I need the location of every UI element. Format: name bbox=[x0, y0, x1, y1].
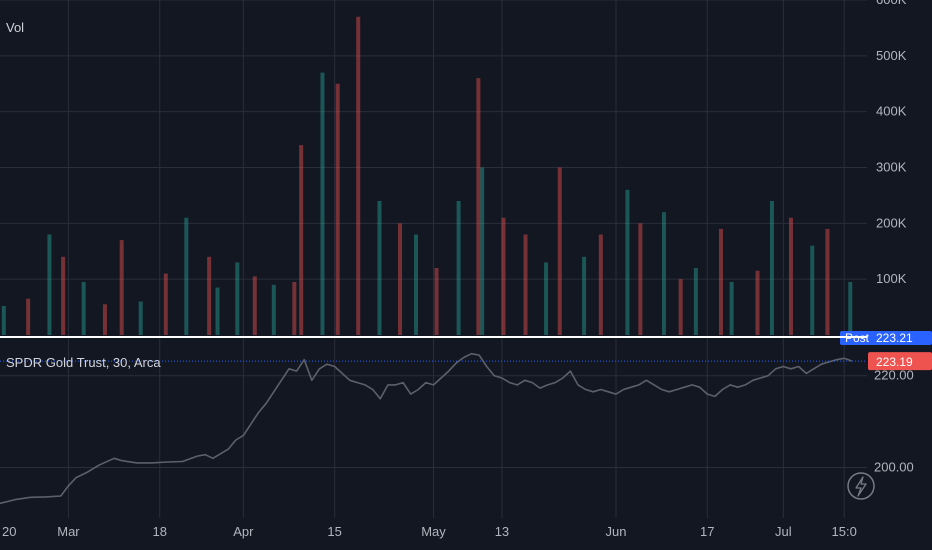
volume-bar bbox=[207, 256, 212, 335]
volume-bar bbox=[755, 270, 760, 335]
time-axis-label: Apr bbox=[233, 524, 254, 539]
volume-bar bbox=[476, 78, 481, 336]
volume-bar bbox=[320, 72, 325, 335]
volume-bar bbox=[544, 262, 549, 335]
grid-layer bbox=[0, 0, 867, 518]
volume-bar bbox=[102, 304, 107, 335]
volume-bar bbox=[356, 16, 361, 335]
volume-bar bbox=[456, 201, 461, 335]
volume-bar bbox=[81, 281, 86, 335]
volume-bar bbox=[693, 268, 698, 335]
volume-bar bbox=[215, 287, 220, 335]
volume-bar bbox=[252, 276, 257, 335]
volume-bar bbox=[163, 273, 168, 335]
volume-axis-label: 400K bbox=[876, 104, 907, 119]
time-axis-label: Jul bbox=[775, 524, 792, 539]
volume-axis-label: 500K bbox=[876, 48, 907, 63]
volume-bar bbox=[1, 305, 6, 335]
volume-bar bbox=[292, 281, 297, 335]
volume-axis-label: 200K bbox=[876, 215, 907, 230]
volume-bar bbox=[377, 201, 382, 335]
volume-bar bbox=[729, 281, 734, 335]
lightning-button-ring bbox=[847, 472, 875, 500]
volume-bar bbox=[235, 262, 240, 335]
volume-bar bbox=[47, 234, 52, 335]
volume-bar bbox=[788, 217, 793, 335]
volume-bar bbox=[434, 268, 439, 335]
volume-bar bbox=[480, 167, 485, 335]
time-axis-label: Mar bbox=[57, 524, 80, 539]
volume-axis-label: 300K bbox=[876, 160, 907, 175]
last-price-badge-value: 223.19 bbox=[876, 355, 913, 369]
volume-axis-label: 100K bbox=[876, 271, 907, 286]
volume-bar bbox=[598, 234, 603, 335]
volume-axis-label: 600K bbox=[876, 0, 907, 7]
lightning-icon bbox=[855, 476, 867, 497]
volume-bar bbox=[398, 223, 403, 335]
time-axis-bg[interactable] bbox=[0, 520, 932, 550]
volume-bar bbox=[184, 217, 189, 335]
price-pane bbox=[0, 352, 867, 505]
volume-bar bbox=[678, 279, 683, 335]
time-axis-label: May bbox=[421, 524, 446, 539]
price-legend-title[interactable]: SPDR Gold Trust, 30, Arca bbox=[6, 355, 161, 370]
volume-bar bbox=[848, 281, 853, 335]
volume-pane bbox=[1, 16, 873, 336]
volume-bar bbox=[335, 83, 340, 335]
lightning-button[interactable] bbox=[847, 472, 875, 500]
volume-bar bbox=[825, 228, 830, 335]
volume-bar bbox=[718, 228, 723, 335]
volume-bar bbox=[523, 234, 528, 335]
volume-bar bbox=[625, 189, 630, 335]
time-axis-label: 20 bbox=[2, 524, 16, 539]
volume-bar bbox=[414, 234, 419, 335]
volume-bar bbox=[582, 256, 587, 335]
time-axis-label: 15:0 bbox=[832, 524, 857, 539]
time-axis-label: Jun bbox=[606, 524, 627, 539]
volume-title: Vol bbox=[6, 20, 24, 35]
time-axis-label: 15 bbox=[327, 524, 341, 539]
volume-bar bbox=[769, 201, 774, 335]
volume-bar bbox=[138, 301, 143, 335]
last-price-badge bbox=[868, 352, 932, 371]
volume-bar bbox=[501, 217, 506, 335]
time-axis-label: 18 bbox=[152, 524, 166, 539]
volume-bar bbox=[26, 298, 31, 335]
time-axis-label: 17 bbox=[700, 524, 714, 539]
volume-bar bbox=[119, 240, 124, 335]
volume-bar bbox=[638, 223, 643, 335]
post-badge bbox=[840, 331, 932, 345]
price-line bbox=[0, 352, 853, 505]
post-badge-value: 223.21 bbox=[876, 331, 913, 345]
price-axis-label: 220.00 bbox=[874, 368, 914, 383]
price-axis-bg[interactable] bbox=[867, 0, 932, 550]
volume-bar bbox=[557, 167, 562, 335]
volume-bar bbox=[810, 245, 815, 335]
volume-bar bbox=[61, 256, 66, 335]
time-axis-label: 13 bbox=[495, 524, 509, 539]
volume-bar bbox=[271, 284, 276, 335]
volume-bar bbox=[299, 145, 304, 335]
price-axis-label: 200.00 bbox=[874, 460, 914, 475]
volume-bar bbox=[661, 212, 666, 335]
